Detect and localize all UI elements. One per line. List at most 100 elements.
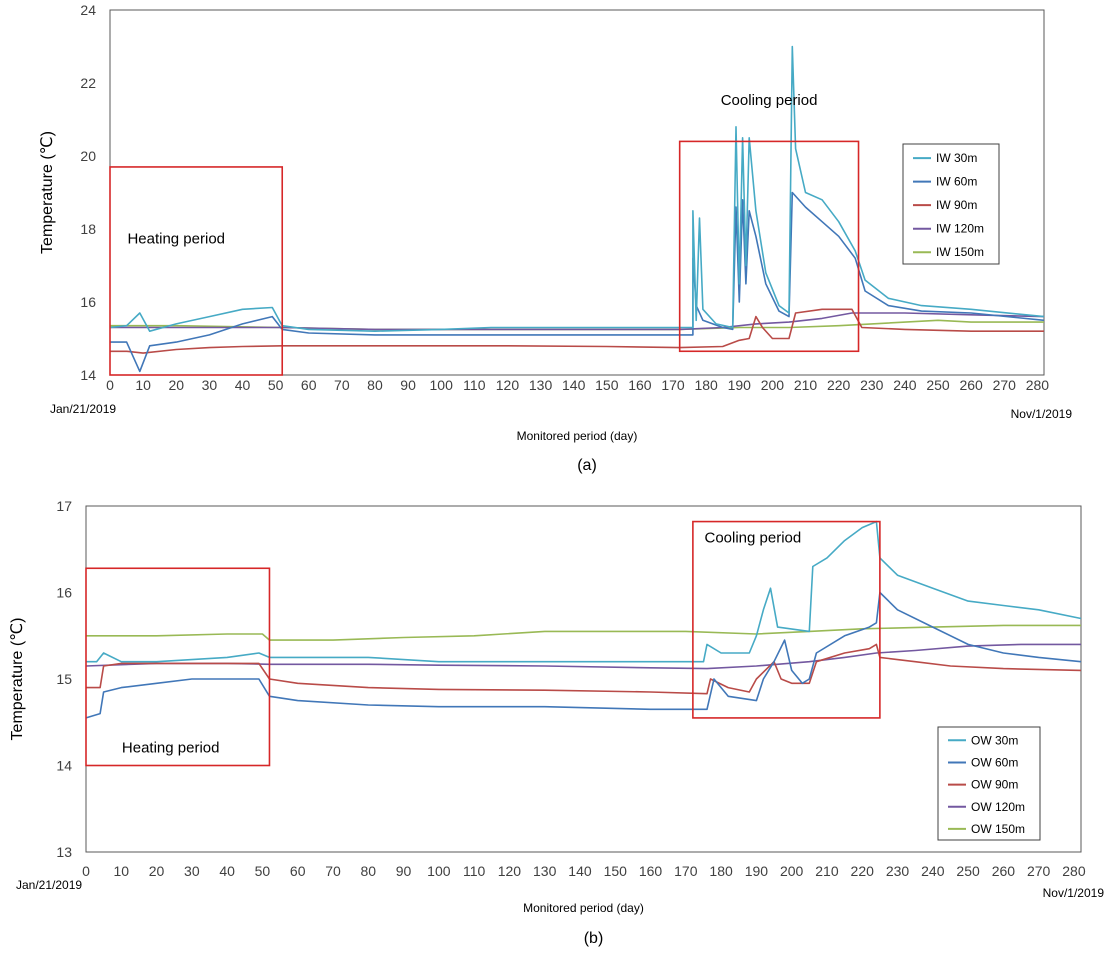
x-tick-label: 260 xyxy=(992,863,1016,879)
x-tick-label: 10 xyxy=(113,863,129,879)
end-date-label: Nov/1/2019 xyxy=(1043,886,1105,900)
x-tick-label: 230 xyxy=(860,377,884,393)
y-tick-label: 17 xyxy=(56,498,72,514)
x-tick-label: 250 xyxy=(926,377,950,393)
y-tick-label: 15 xyxy=(56,671,72,687)
x-tick-label: 140 xyxy=(562,377,586,393)
x-tick-label: 170 xyxy=(661,377,685,393)
x-tick-label: 0 xyxy=(82,863,90,879)
legend-entry: OW 30m xyxy=(971,733,1018,747)
cooling-period-label: Cooling period xyxy=(704,529,801,546)
cooling-period-box xyxy=(678,140,860,353)
legend-entry: IW 90m xyxy=(936,198,977,212)
legend-box xyxy=(937,726,1041,841)
legend-entry: IW 60m xyxy=(936,175,977,189)
x-tick-label: 10 xyxy=(135,377,151,393)
x-tick-label: 200 xyxy=(780,863,804,879)
x-tick-label: 80 xyxy=(367,377,383,393)
y-tick-label: 14 xyxy=(80,367,96,383)
x-tick-label: 140 xyxy=(568,863,592,879)
x-tick-label: 20 xyxy=(168,377,184,393)
x-tick-label: 280 xyxy=(1026,377,1050,393)
x-tick-label: 240 xyxy=(893,377,917,393)
cooling-period-label: Cooling period xyxy=(721,92,818,109)
start-date-label: Jan/21/2019 xyxy=(50,402,116,416)
legend-box xyxy=(902,143,1000,265)
legend-entry: IW 150m xyxy=(936,245,984,259)
x-tick-label: 220 xyxy=(851,863,875,879)
series-line-ow-60m xyxy=(85,591,1082,719)
y-tick-label: 24 xyxy=(80,2,96,18)
heating-period-label: Heating period xyxy=(122,740,220,757)
x-tick-label: 180 xyxy=(709,863,733,879)
legend-entry: OW 150m xyxy=(971,822,1025,836)
x-tick-label: 60 xyxy=(301,377,317,393)
x-tick-label: 220 xyxy=(827,377,851,393)
x-tick-label: 160 xyxy=(628,377,652,393)
cooling-period-box xyxy=(692,520,881,719)
x-tick-label: 20 xyxy=(149,863,165,879)
x-tick-label: 180 xyxy=(694,377,718,393)
x-tick-label: 120 xyxy=(496,377,520,393)
series-line-ow-30m xyxy=(86,520,1082,663)
x-tick-label: 110 xyxy=(463,377,486,393)
x-tick-label: 210 xyxy=(794,377,818,393)
x-tick-label: 0 xyxy=(106,377,114,393)
y-axis-title: Temperature (℃) xyxy=(39,131,56,254)
x-tick-label: 150 xyxy=(604,863,628,879)
end-date-label: Nov/1/2019 xyxy=(1011,407,1073,421)
y-tick-label: 16 xyxy=(80,294,96,310)
x-tick-label: 100 xyxy=(430,377,454,393)
x-tick-label: 230 xyxy=(886,863,910,879)
x-tick-label: 90 xyxy=(396,863,412,879)
x-tick-label: 40 xyxy=(219,863,235,879)
figure-caption: (a) xyxy=(577,457,597,474)
series-line-iw-90m xyxy=(110,308,1044,354)
y-tick-label: 22 xyxy=(80,75,96,91)
plot-area-frame xyxy=(109,9,1045,376)
x-tick-label: 190 xyxy=(728,377,752,393)
series-line-ow-90m xyxy=(86,643,1082,695)
legend-entry: OW 60m xyxy=(971,755,1018,769)
x-tick-label: 250 xyxy=(956,863,980,879)
start-date-label: Jan/21/2019 xyxy=(16,878,82,892)
x-axis-title: Monitored period (day) xyxy=(517,429,638,443)
x-tick-label: 130 xyxy=(529,377,553,393)
x-tick-label: 50 xyxy=(268,377,284,393)
legend-entry: OW 90m xyxy=(971,778,1018,792)
legend-entry: OW 120m xyxy=(971,800,1025,814)
x-tick-label: 210 xyxy=(815,863,839,879)
x-tick-label: 30 xyxy=(202,377,218,393)
x-tick-label: 130 xyxy=(533,863,557,879)
x-tick-label: 240 xyxy=(921,863,945,879)
x-tick-label: 150 xyxy=(595,377,619,393)
y-tick-label: 14 xyxy=(56,758,72,774)
x-tick-label: 270 xyxy=(1027,863,1051,879)
legend-entry: IW 30m xyxy=(936,151,977,165)
x-tick-label: 60 xyxy=(290,863,306,879)
x-tick-label: 40 xyxy=(235,377,251,393)
x-tick-label: 80 xyxy=(360,863,376,879)
heating-period-label: Heating period xyxy=(127,231,225,248)
series-line-ow-150m xyxy=(86,624,1081,641)
heating-period-box xyxy=(109,166,284,376)
series-line-iw-30m xyxy=(109,45,1045,332)
x-tick-label: 280 xyxy=(1062,863,1086,879)
x-tick-label: 260 xyxy=(959,377,983,393)
x-tick-label: 70 xyxy=(334,377,350,393)
y-tick-label: 20 xyxy=(80,148,96,164)
x-tick-label: 170 xyxy=(674,863,698,879)
y-tick-label: 16 xyxy=(56,585,72,601)
series-line-iw-60m xyxy=(110,191,1045,373)
x-tick-label: 70 xyxy=(325,863,341,879)
x-tick-label: 160 xyxy=(639,863,663,879)
x-tick-label: 120 xyxy=(498,863,522,879)
y-tick-label: 13 xyxy=(56,844,72,860)
y-axis-title: Temperature (℃) xyxy=(9,618,26,741)
figure-caption: (b) xyxy=(584,930,604,947)
x-tick-label: 100 xyxy=(427,863,451,879)
x-tick-label: 270 xyxy=(993,377,1017,393)
